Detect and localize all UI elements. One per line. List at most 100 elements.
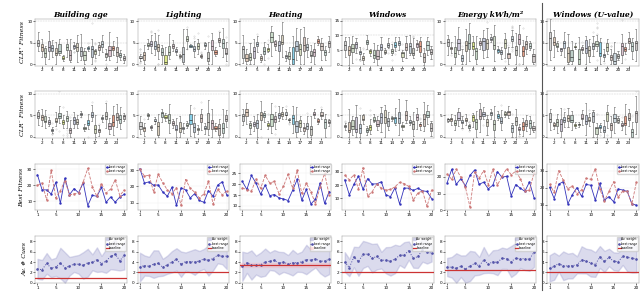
PathPatch shape [450,47,452,50]
PathPatch shape [497,49,499,52]
PathPatch shape [225,115,227,121]
PathPatch shape [80,47,82,56]
PathPatch shape [415,43,418,47]
PathPatch shape [412,121,414,129]
Y-axis label: CLR⁻ Fitness: CLR⁻ Fitness [19,94,24,136]
Legend: best range, best range: best range, best range [207,164,228,174]
PathPatch shape [105,112,107,119]
PathPatch shape [218,38,220,42]
PathPatch shape [497,114,499,118]
PathPatch shape [380,113,382,123]
PathPatch shape [398,112,400,123]
PathPatch shape [94,50,96,54]
PathPatch shape [204,126,206,130]
PathPatch shape [189,114,191,124]
PathPatch shape [73,117,75,125]
PathPatch shape [508,111,509,115]
Y-axis label: CLR⁺ Fitness: CLR⁺ Fitness [19,21,24,63]
PathPatch shape [486,119,488,126]
PathPatch shape [48,120,50,124]
PathPatch shape [200,55,202,57]
PathPatch shape [91,112,93,117]
PathPatch shape [348,122,350,132]
PathPatch shape [603,127,605,132]
PathPatch shape [599,42,601,56]
PathPatch shape [365,128,368,132]
PathPatch shape [522,122,524,130]
PathPatch shape [98,129,100,132]
PathPatch shape [321,113,323,116]
PathPatch shape [112,46,114,50]
PathPatch shape [567,47,569,62]
PathPatch shape [83,127,86,129]
PathPatch shape [150,126,152,128]
PathPatch shape [263,113,266,117]
PathPatch shape [186,36,188,41]
PathPatch shape [87,120,89,125]
PathPatch shape [218,124,220,134]
PathPatch shape [362,56,364,60]
PathPatch shape [58,113,61,118]
Legend: best range, best range: best range, best range [412,164,433,174]
PathPatch shape [296,121,298,132]
PathPatch shape [150,41,152,46]
PathPatch shape [570,115,573,122]
PathPatch shape [281,35,284,44]
Legend: best range, best range: best range, best range [310,164,331,174]
PathPatch shape [299,120,301,127]
PathPatch shape [588,117,591,121]
PathPatch shape [624,47,626,51]
PathPatch shape [581,114,583,119]
PathPatch shape [376,120,378,126]
PathPatch shape [348,46,350,54]
PathPatch shape [465,118,467,121]
PathPatch shape [204,43,206,46]
PathPatch shape [143,127,145,131]
PathPatch shape [168,114,170,123]
PathPatch shape [164,55,166,64]
PathPatch shape [140,122,141,129]
PathPatch shape [504,40,506,48]
PathPatch shape [98,45,100,50]
Title: Energy kWh/m²: Energy kWh/m² [458,11,524,19]
PathPatch shape [76,119,79,124]
PathPatch shape [486,39,488,50]
PathPatch shape [211,40,213,50]
PathPatch shape [321,43,323,50]
PathPatch shape [249,123,251,128]
PathPatch shape [256,42,259,47]
PathPatch shape [408,43,411,53]
PathPatch shape [306,44,308,50]
PathPatch shape [278,113,280,117]
PathPatch shape [221,39,224,48]
PathPatch shape [447,39,449,45]
PathPatch shape [317,119,319,122]
PathPatch shape [362,115,364,120]
PathPatch shape [552,123,555,127]
PathPatch shape [172,44,173,48]
PathPatch shape [592,112,594,122]
PathPatch shape [324,119,326,128]
PathPatch shape [328,41,330,47]
PathPatch shape [387,118,389,126]
PathPatch shape [450,117,452,121]
PathPatch shape [313,112,316,115]
PathPatch shape [94,125,96,133]
PathPatch shape [529,43,531,48]
PathPatch shape [430,50,432,54]
PathPatch shape [351,120,353,129]
PathPatch shape [288,119,291,120]
PathPatch shape [408,120,411,123]
PathPatch shape [182,127,184,130]
PathPatch shape [563,117,566,122]
PathPatch shape [193,46,195,51]
PathPatch shape [37,40,39,46]
PathPatch shape [574,46,576,47]
PathPatch shape [65,44,68,50]
PathPatch shape [628,113,630,120]
PathPatch shape [245,109,248,116]
PathPatch shape [91,46,93,57]
PathPatch shape [415,114,418,120]
PathPatch shape [211,120,213,129]
PathPatch shape [369,125,371,130]
